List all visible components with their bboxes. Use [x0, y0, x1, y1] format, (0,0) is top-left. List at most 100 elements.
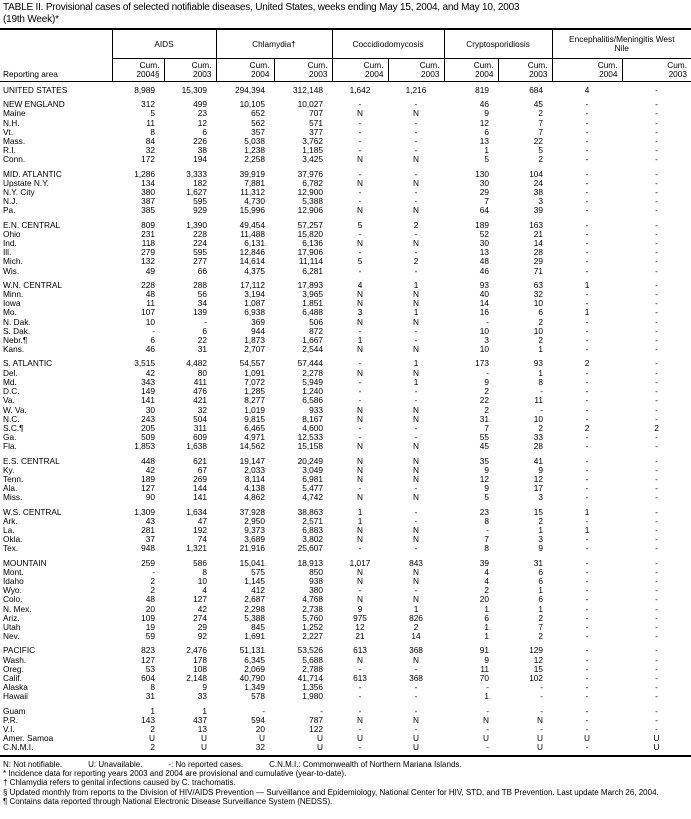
reporting-area-cell: V.I.: [3, 725, 15, 734]
cocci-2004-cell: N: [357, 368, 363, 378]
table-title: TABLE II. Provisional cases of selected …: [0, 0, 691, 26]
wnv-2003-cell: -: [655, 405, 658, 415]
cocci-2003-cell: N: [413, 109, 419, 119]
reporting-area-cell: MID. ATLANTIC: [3, 169, 62, 179]
crypto-2004-cell: 5: [484, 155, 490, 165]
wnv-2004-cell: -: [585, 433, 589, 443]
aids-2004-cell: 149: [141, 387, 155, 397]
wnv-2003-cell: -: [655, 326, 658, 336]
wnv-2004-cell: -: [585, 692, 589, 702]
aids-2004-cell: 281: [141, 525, 155, 535]
cocci-2004-cell: N: [357, 239, 363, 249]
wnv-2003-cell: -: [655, 280, 658, 290]
wnv-2004-cell: -: [585, 299, 589, 309]
reporting-area-cell: Tex.: [3, 544, 19, 554]
wnv-2004-cell: -: [585, 544, 589, 554]
subcol-year-label: 2003: [309, 69, 328, 79]
chlamydia-2003-cell: 17,893: [297, 280, 323, 290]
wnv-2004-cell: -: [585, 326, 589, 336]
chlamydia-2003-cell: 380: [309, 586, 323, 596]
crypto-2003-cell: 6: [538, 595, 544, 605]
wnv-2003-cell: -: [655, 377, 658, 387]
legend-item: N: Not notifiable.: [3, 759, 63, 769]
crypto-2004-cell: 1: [484, 622, 490, 632]
aids-2003-cell: 139: [193, 308, 207, 318]
table-row: N.C. 243 504 9,815 8,167 N N 31 10 - -: [0, 415, 691, 424]
wnv-2004-cell: -: [585, 396, 589, 406]
group-encephalitis: Encephalitis/Meningitis West Nile: [551, 28, 691, 59]
aids-2003-cell: 108: [193, 664, 207, 674]
chlamydia-2004-cell: 5,038: [244, 137, 265, 147]
crypto-2003-cell: 39: [533, 206, 544, 216]
aids-2003-cell: 127: [193, 595, 207, 605]
chlamydia-2003-cell: 312,148: [293, 85, 323, 95]
cocci-2003-cell: -: [414, 100, 418, 110]
cocci-2004-cell: -: [358, 433, 362, 443]
aids-2003-cell: 13: [197, 725, 207, 734]
wnv-2004-cell: -: [585, 516, 589, 526]
cocci-2003-cell: N: [413, 595, 419, 605]
aids-2003-cell: 22: [197, 336, 207, 346]
wnv-2004-cell: -: [585, 178, 589, 188]
cocci-2003-cell: -: [414, 423, 418, 433]
crypto-2003-cell: 63: [533, 280, 544, 290]
table-row: UNITED STATES 8,989 15,309 294,394 312,148 1,…: [0, 82, 691, 96]
cocci-2003-cell: 2: [413, 257, 419, 267]
crypto-2003-cell: 7: [538, 622, 544, 632]
cocci-2004-cell: N: [357, 290, 363, 300]
crypto-2003-cell: -: [540, 405, 544, 415]
crypto-2004-cell: 4: [484, 567, 490, 577]
aids-2003-cell: 10: [197, 576, 207, 586]
chlamydia-2004-cell: 845: [251, 622, 265, 632]
reporting-area-cell: D.C.: [3, 387, 20, 397]
wnv-2003-cell: -: [655, 169, 658, 179]
chlamydia-2004-cell: 40,790: [239, 673, 265, 683]
aids-2003-cell: 8: [202, 567, 207, 577]
chlamydia-2003-cell: 6,281: [302, 266, 323, 276]
aids-2003-cell: 9: [202, 683, 207, 693]
aids-2004-cell: 127: [141, 655, 155, 665]
cocci-2004-cell: -: [358, 266, 362, 276]
chlamydia-2004-cell: 2,950: [244, 516, 265, 526]
crypto-2003-cell: 11: [534, 396, 544, 406]
subcol-header: Cum. 2004: [443, 58, 499, 82]
cocci-2004-cell: 1,642: [349, 85, 371, 95]
cocci-2003-cell: -: [414, 336, 418, 346]
chlamydia-2003-cell: 4,742: [302, 493, 323, 503]
wnv-2004-cell: -: [585, 664, 589, 674]
wnv-2004-cell: -: [585, 257, 589, 267]
crypto-2004-cell: -: [444, 743, 499, 757]
crypto-2003-cell: 2: [538, 613, 544, 623]
chlamydia-2004-cell: 12,846: [239, 248, 265, 258]
aids-2004-cell: 2: [150, 725, 155, 734]
crypto-2003-cell: N: [537, 715, 544, 725]
reporting-area-cell: Kans.: [3, 345, 25, 355]
crypto-2003-cell: 129: [529, 646, 544, 656]
chlamydia-2003-cell: 53,526: [297, 646, 323, 656]
wnv-2004-cell: 1: [584, 525, 590, 535]
crypto-2003-cell: 1: [538, 604, 544, 614]
chlamydia-2004-cell: 8,277: [244, 396, 265, 406]
chlamydia-2004-cell: 4,971: [244, 433, 265, 443]
table-row: PACIFIC 823 2,476 51,131 53,526 613 368 91 129 - -: [0, 646, 691, 655]
cocci-2003-cell: -: [414, 692, 418, 702]
aids-2004-cell: 134: [141, 178, 155, 188]
chlamydia-2004-cell: 1,145: [244, 576, 265, 586]
aids-2004-cell: 231: [141, 229, 155, 239]
chlamydia-2003-cell: 122: [309, 725, 323, 734]
wnv-2003-cell: -: [655, 613, 658, 623]
reporting-area-cell: N.Y. City: [3, 188, 35, 198]
aids-2004-cell: 19: [145, 622, 155, 632]
crypto-2003-cell: 6: [538, 308, 544, 318]
subcol-year-label: 2004: [251, 69, 270, 79]
aids-2003-cell: 56: [197, 290, 207, 300]
wnv-2003-cell: -: [655, 336, 658, 346]
table-row: Mich. 132 277 14,614 11,114 5 2 48 29 - -: [0, 257, 691, 266]
wnv-2004-cell: 1: [584, 280, 590, 290]
cocci-2003-cell: -: [414, 387, 418, 397]
crypto-2004-cell: 7: [484, 535, 490, 545]
group-encephalitis-label: Encephalitis/Meningitis West Nile: [569, 34, 675, 53]
reporting-area-cell: Maine: [3, 109, 26, 119]
aids-2004-cell: 312: [141, 100, 155, 110]
cocci-2004-cell: N: [357, 655, 363, 665]
